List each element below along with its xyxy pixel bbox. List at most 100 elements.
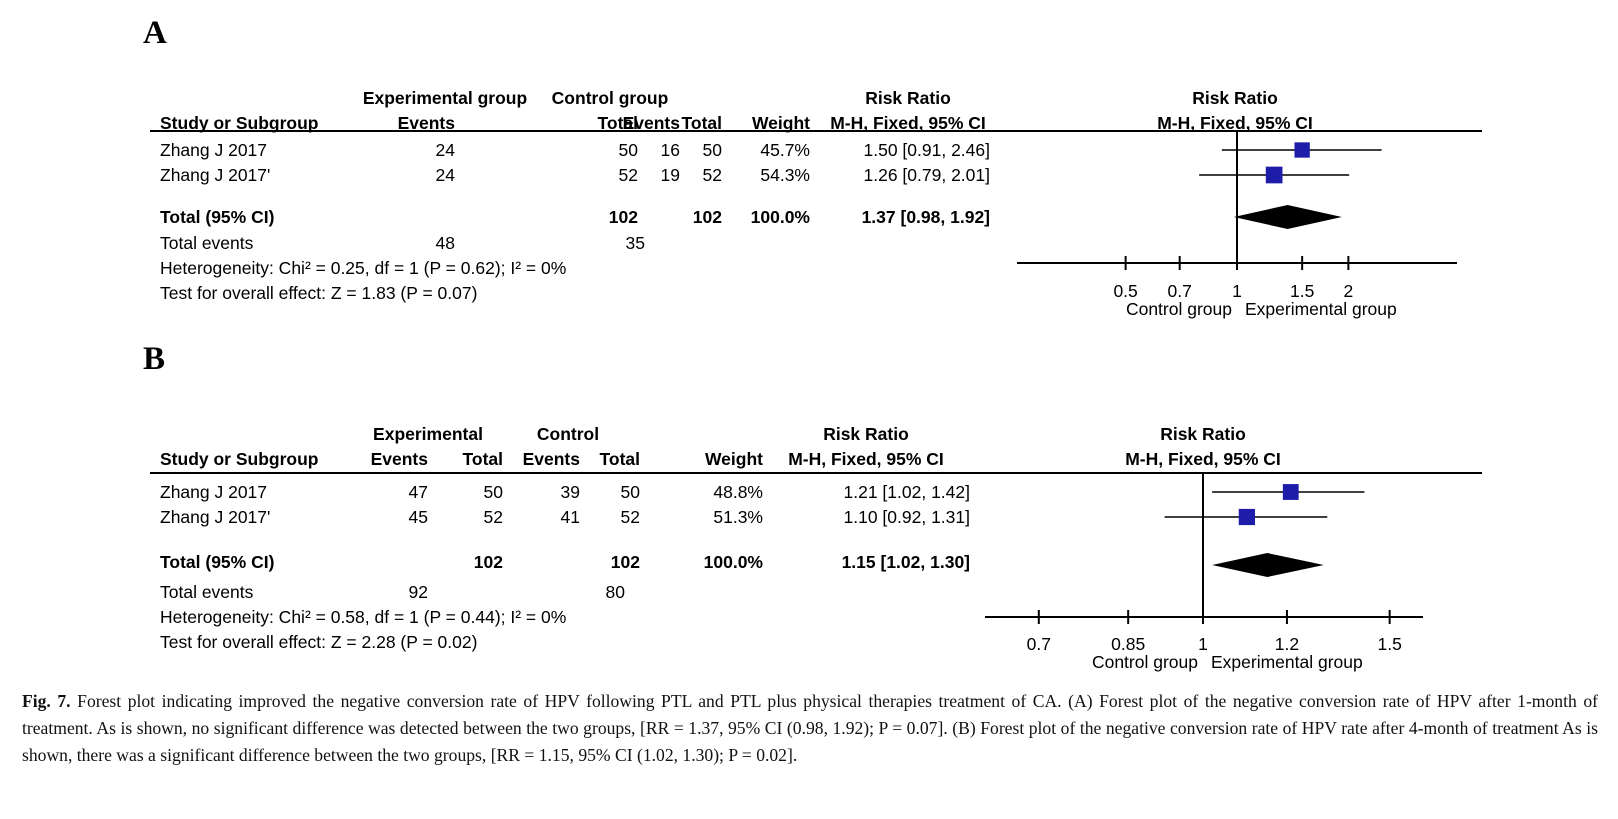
cell-rr-ci: 1.26 [0.79, 2.01]: [863, 165, 991, 185]
table-header-risk-ratio: Risk Ratio: [823, 424, 909, 444]
col-header-weight: Weight: [751, 113, 810, 133]
cell-weight: 45.7%: [760, 140, 810, 160]
axis-tick-label: 1.5: [1377, 634, 1401, 654]
total-rr-ci: 1.37 [0.98, 1.92]: [861, 207, 990, 227]
group-header-control: Control group: [551, 88, 669, 108]
col-header-study: Study or Subgroup: [160, 113, 319, 133]
col-header-events-exp: Events: [397, 113, 455, 133]
group-header-experimental: Experimental group: [362, 88, 528, 108]
col-header-total-exp: Total: [462, 449, 503, 469]
study-name: Zhang J 2017': [160, 507, 271, 527]
study-square: [1282, 484, 1299, 500]
total-diamond: [1233, 205, 1342, 229]
col-header-study: Study or Subgroup: [160, 449, 319, 469]
figure-caption-label: Fig. 7.: [22, 691, 71, 711]
total-row-label: Total (95% CI): [160, 207, 275, 227]
cell-rr-ci: 1.21 [1.02, 1.42]: [843, 482, 971, 502]
legend-right: Experimental group: [1211, 652, 1363, 672]
cell-weight: 51.3%: [713, 507, 763, 527]
cell-events-exp: 24: [435, 165, 455, 185]
heterogeneity-line: Heterogeneity: Chi² = 0.25, df = 1 (P = …: [160, 258, 567, 278]
col-header-events-exp: Events: [370, 449, 428, 469]
axis-tick-label: 1: [1198, 634, 1208, 654]
cell-total-ctrl: 50: [702, 140, 722, 160]
col-header-events-ctrl: Events: [622, 113, 680, 133]
cell-rr-ci: 1.50 [0.91, 2.46]: [863, 140, 991, 160]
axis-tick-label: 1: [1232, 281, 1242, 301]
col-header-events-ctrl: Events: [522, 449, 580, 469]
study-square: [1265, 166, 1283, 184]
col-header-total-ctrl: Total: [681, 113, 722, 133]
legend-left: Control group: [1092, 652, 1198, 672]
axis-tick-label: 1.5: [1290, 281, 1314, 301]
cell-weight: 48.8%: [713, 482, 763, 502]
total-events-ctrl: 80: [605, 582, 625, 602]
study-square: [1294, 142, 1310, 158]
cell-events-exp: 45: [408, 507, 428, 527]
axis-tick-label: 1.2: [1275, 634, 1299, 654]
total-events-label: Total events: [160, 582, 254, 602]
cell-rr-ci: 1.10 [0.92, 1.31]: [843, 507, 971, 527]
legend-left: Control group: [1126, 299, 1232, 319]
cell-events-ctrl: 39: [560, 482, 580, 502]
cell-total-ctrl: 52: [702, 165, 722, 185]
axis-tick-label: 0.7: [1168, 281, 1192, 301]
total-rr-ci: 1.15 [1.02, 1.30]: [841, 552, 970, 572]
cell-events-exp: 47: [408, 482, 428, 502]
header-rule: [150, 472, 1482, 474]
plot-header-rr-ci: M-H, Fixed, 95% CI: [1125, 449, 1281, 469]
plot-header-risk-ratio: Risk Ratio: [1192, 88, 1278, 108]
cell-events-ctrl: 41: [560, 507, 580, 527]
figure-caption: Fig. 7. Forest plot indicating improved …: [22, 688, 1598, 769]
study-square: [1238, 508, 1255, 526]
total-events-ctrl: 35: [625, 233, 645, 253]
total-events-exp: 48: [435, 233, 455, 253]
heterogeneity-line: Heterogeneity: Chi² = 0.58, df = 1 (P = …: [160, 607, 567, 627]
axis-tick-label: 0.7: [1027, 634, 1051, 654]
cell-total-exp: 50: [483, 482, 503, 502]
figure-caption-text: Forest plot indicating improved the nega…: [22, 691, 1598, 765]
cell-events-exp: 24: [435, 140, 455, 160]
axis-tick-label: 0.5: [1113, 281, 1137, 301]
col-header-total-exp: Total: [597, 113, 638, 133]
study-name: Zhang J 2017: [160, 482, 268, 502]
cell-total-ctrl: 50: [620, 482, 640, 502]
header-rule: [150, 130, 1482, 132]
total-row-label: Total (95% CI): [160, 552, 275, 572]
total-events-label: Total events: [160, 233, 254, 253]
study-name: Zhang J 2017: [160, 140, 268, 160]
cell-total-exp: 50: [618, 140, 638, 160]
cell-total-ctrl: 52: [620, 507, 640, 527]
plot-header-rr-ci: M-H, Fixed, 95% CI: [1157, 113, 1313, 133]
total-exp: 102: [608, 207, 638, 227]
axis-tick-label: 2: [1344, 281, 1354, 301]
cell-events-ctrl: 19: [660, 165, 680, 185]
cell-total-exp: 52: [483, 507, 503, 527]
total-weight: 100.0%: [703, 552, 763, 572]
group-header-experimental: Experimental: [373, 424, 483, 444]
total-diamond: [1212, 553, 1324, 577]
total-exp: 102: [473, 552, 503, 572]
overall-effect-line: Test for overall effect: Z = 1.83 (P = 0…: [160, 283, 478, 303]
total-ctrl: 102: [610, 552, 640, 572]
total-weight: 100.0%: [750, 207, 810, 227]
col-header-total-ctrl: Total: [599, 449, 640, 469]
total-events-exp: 92: [408, 582, 428, 602]
axis-tick-label: 0.85: [1111, 634, 1145, 654]
group-header-control: Control: [536, 424, 600, 444]
table-header-risk-ratio: Risk Ratio: [865, 88, 951, 108]
panel-b-label: B: [143, 341, 166, 377]
forest-plot-a: 0.5 0.7 1 1.5 2 Control group Experimental gro…: [1017, 130, 1457, 319]
cell-total-exp: 52: [618, 165, 638, 185]
cell-events-ctrl: 16: [660, 140, 680, 160]
total-ctrl: 102: [692, 207, 722, 227]
panel-a-label: A: [143, 15, 167, 51]
col-header-rr-ci: M-H, Fixed, 95% CI: [830, 113, 986, 133]
col-header-weight: Weight: [704, 449, 763, 469]
col-header-rr-ci: M-H, Fixed, 95% CI: [788, 449, 944, 469]
overall-effect-line: Test for overall effect: Z = 2.28 (P = 0…: [160, 632, 478, 652]
forest-plot-b: 0.7 0.85 1 1.2 1.5 Control group Experimental …: [985, 472, 1423, 672]
plot-header-risk-ratio: Risk Ratio: [1160, 424, 1246, 444]
